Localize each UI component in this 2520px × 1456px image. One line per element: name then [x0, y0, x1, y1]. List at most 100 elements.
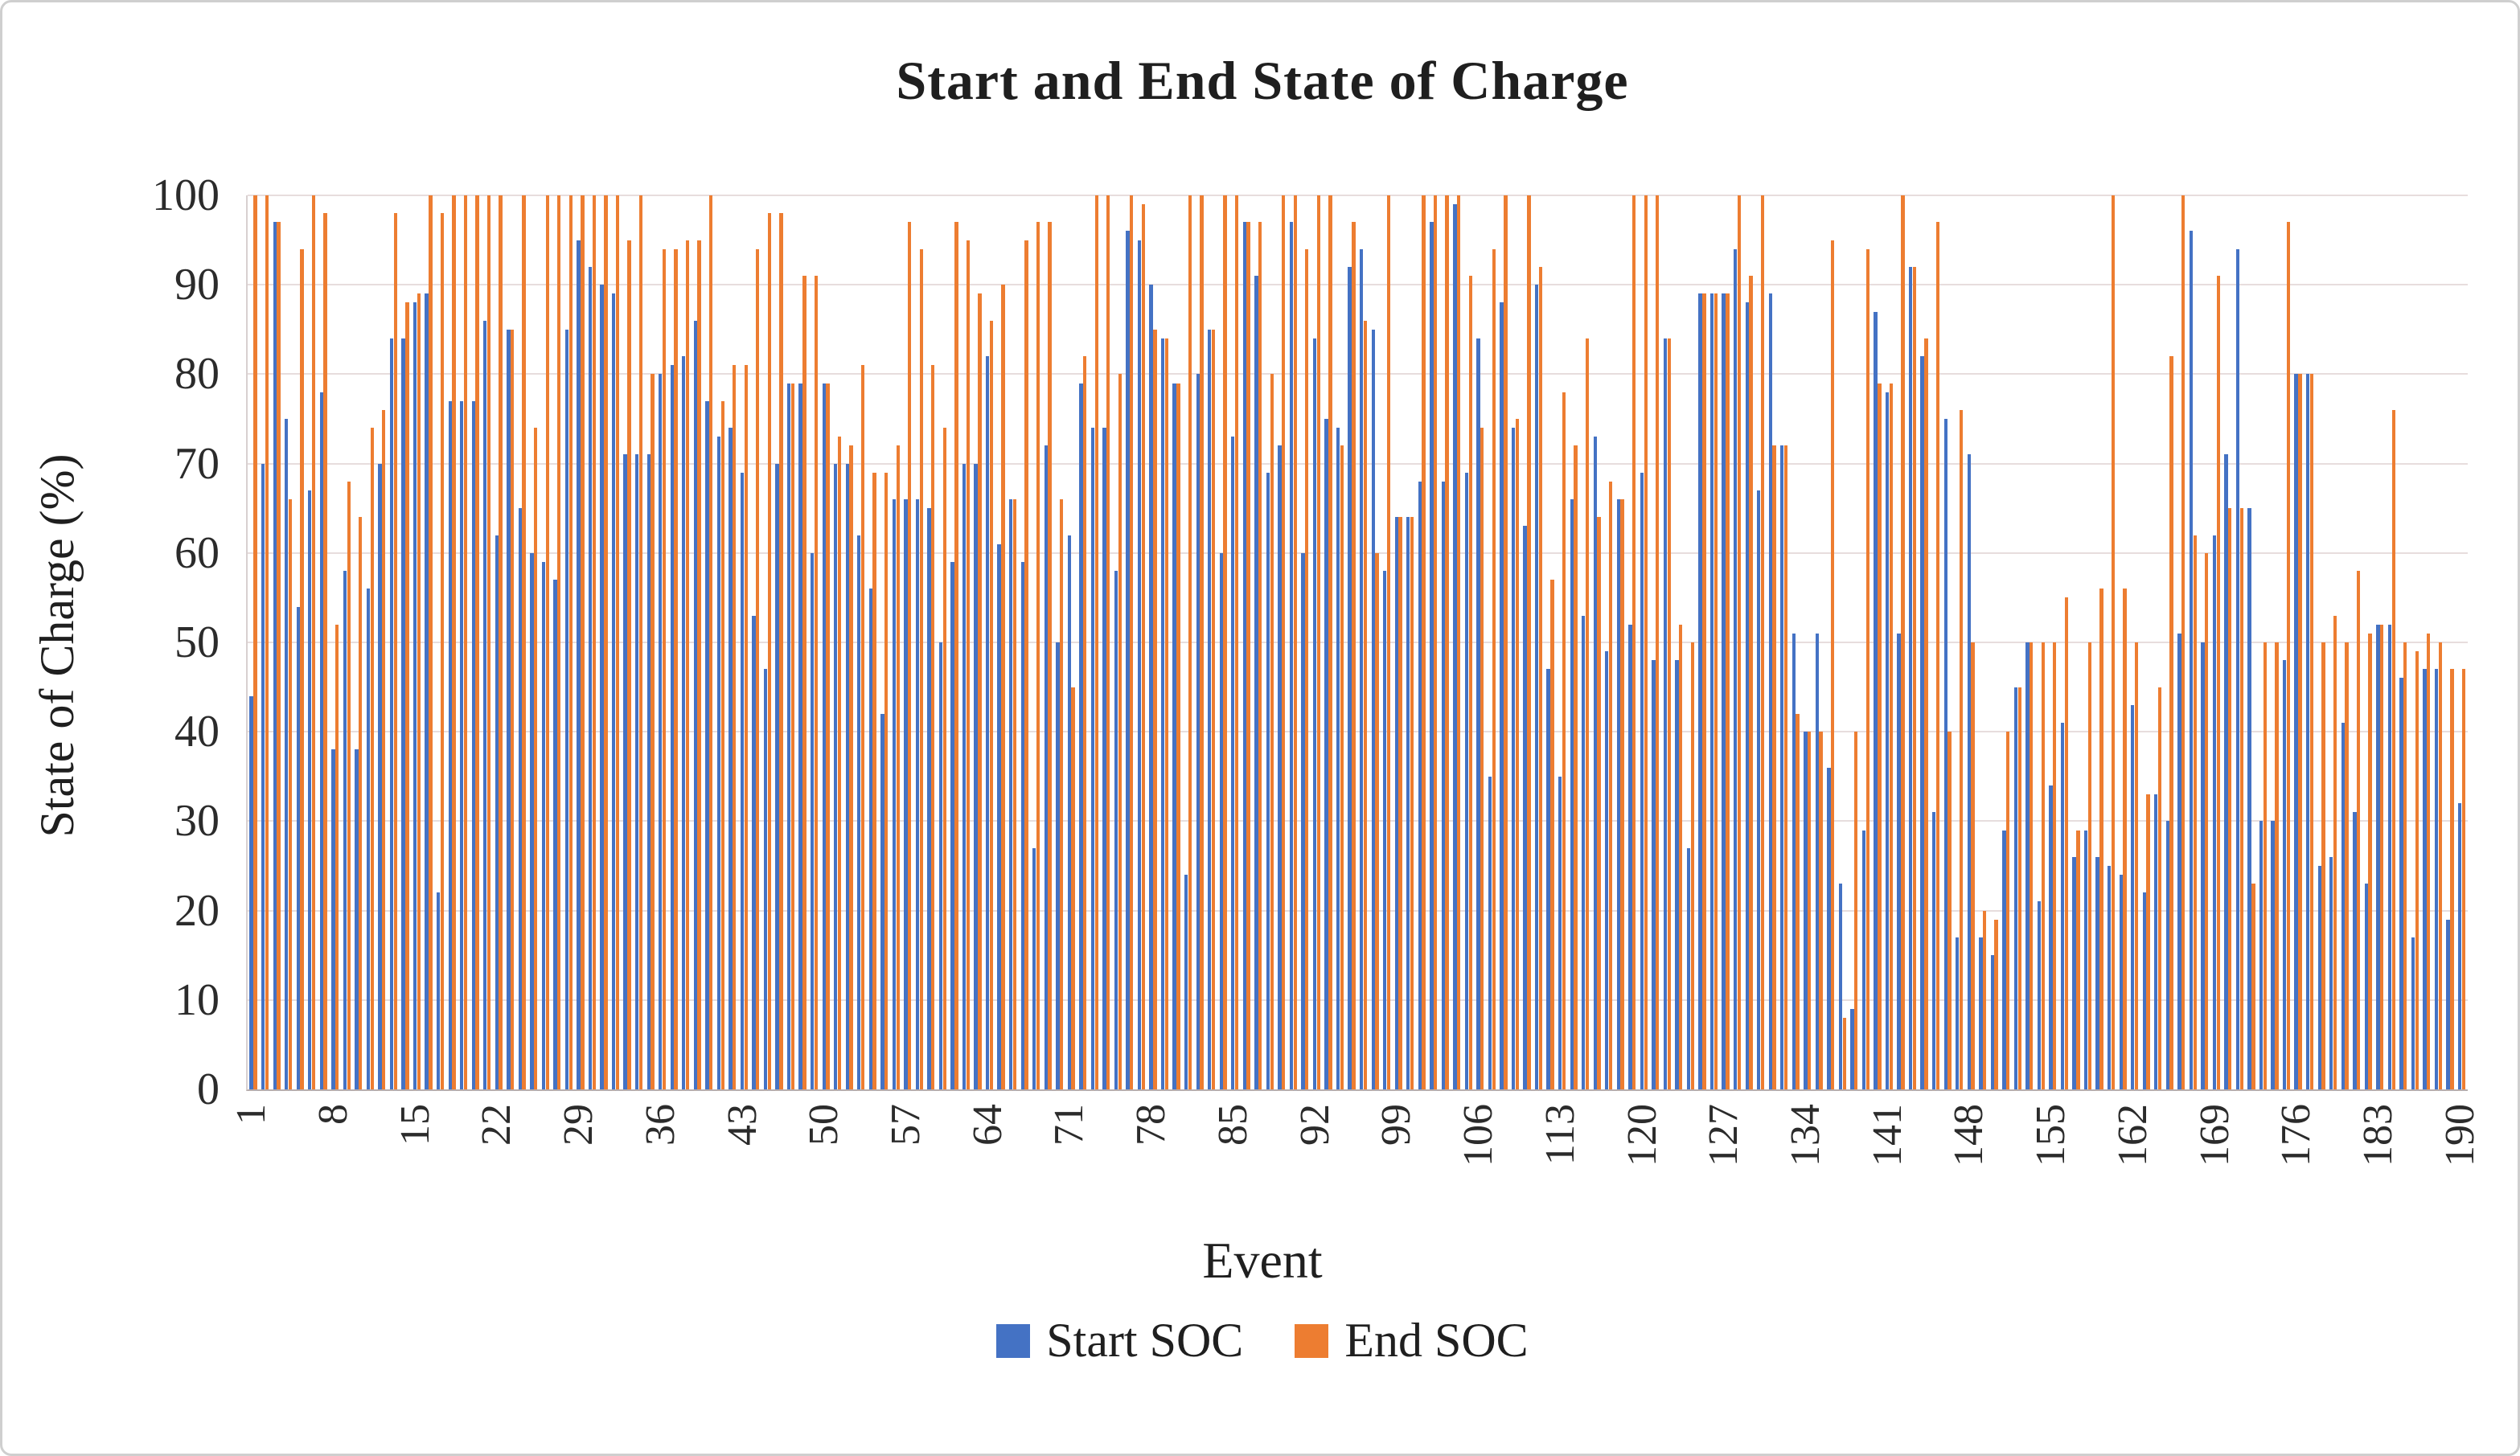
bar-end-soc	[1422, 195, 1426, 1089]
bar-end-soc	[779, 213, 783, 1089]
bar-end-soc	[463, 195, 468, 1089]
bar-end-soc	[1305, 248, 1309, 1089]
x-tick-label: 176	[2273, 1104, 2320, 1167]
bar-start-soc	[1114, 571, 1118, 1089]
bar-end-soc	[1631, 195, 1636, 1089]
bar-end-soc	[1620, 499, 1624, 1089]
bar-end-soc	[1130, 195, 1134, 1089]
bar-start-soc	[2376, 624, 2380, 1089]
bar-start-soc	[2317, 866, 2321, 1089]
bar-end-soc	[1644, 195, 1648, 1089]
bar-end-soc	[1912, 266, 1917, 1089]
bar-end-soc	[2017, 687, 2021, 1089]
y-tick-label: 80	[174, 349, 220, 400]
bar-start-soc	[2282, 660, 2287, 1089]
bar-start-soc	[868, 589, 872, 1089]
bar-end-soc	[382, 409, 386, 1089]
gridline	[248, 373, 2468, 375]
bar-start-soc	[938, 642, 943, 1089]
bar-start-soc	[1090, 428, 1095, 1089]
bar-start-soc	[2154, 794, 2158, 1089]
bar-start-soc	[2049, 785, 2053, 1089]
bar-start-soc	[1652, 660, 1656, 1089]
bar-start-soc	[1312, 338, 1317, 1089]
bar-start-soc	[319, 392, 324, 1089]
bar-start-soc	[892, 499, 897, 1089]
bar-start-soc	[1640, 472, 1644, 1089]
bar-start-soc	[845, 463, 849, 1089]
bar-end-soc	[802, 276, 806, 1089]
bar-start-soc	[1020, 561, 1024, 1089]
bar-end-soc	[1340, 445, 1344, 1089]
x-tick-label: 120	[1619, 1104, 1665, 1167]
bar-start-soc	[1861, 830, 1866, 1089]
bar-end-soc	[942, 428, 946, 1089]
bar-start-soc	[1850, 1008, 1854, 1089]
bar-start-soc	[273, 222, 277, 1089]
bar-end-soc	[2064, 597, 2069, 1089]
x-tick-label: 78	[1128, 1104, 1175, 1146]
bar-start-soc	[553, 580, 557, 1089]
bar-start-soc	[436, 892, 441, 1089]
bar-start-soc	[541, 561, 546, 1089]
bar-start-soc	[1441, 481, 1446, 1089]
x-tick-label: 169	[2191, 1104, 2238, 1167]
bar-start-soc	[904, 499, 908, 1089]
bar-end-soc	[253, 195, 257, 1089]
bar-end-soc	[2263, 642, 2268, 1089]
bar-end-soc	[1141, 204, 1146, 1089]
gridline	[248, 820, 2468, 822]
bar-start-soc	[1394, 517, 1398, 1089]
bar-end-soc	[2461, 669, 2466, 1089]
bar-end-soc	[545, 195, 549, 1089]
bar-start-soc	[389, 338, 394, 1089]
bar-end-soc	[1760, 195, 1765, 1089]
bar-start-soc	[1383, 571, 1387, 1089]
bar-end-soc	[1480, 428, 1484, 1089]
bar-end-soc	[1585, 338, 1590, 1089]
bar-end-soc	[1901, 195, 1905, 1089]
gridline	[248, 909, 2468, 912]
bar-end-soc	[2380, 624, 2384, 1089]
bar-end-soc	[1854, 732, 1858, 1089]
bar-end-soc	[989, 320, 994, 1089]
bar-end-soc	[814, 276, 819, 1089]
bar-end-soc	[662, 248, 667, 1089]
bar-start-soc	[834, 463, 838, 1089]
bar-end-soc	[1375, 552, 1379, 1089]
bar-start-soc	[296, 606, 300, 1089]
bar-start-soc	[1663, 338, 1668, 1089]
x-tick-label: 71	[1046, 1104, 1093, 1146]
x-tick-label: 64	[964, 1104, 1011, 1146]
bar-start-soc	[343, 571, 347, 1089]
bar-end-soc	[1001, 285, 1005, 1089]
bar-start-soc	[1160, 338, 1165, 1089]
y-tick-label: 30	[174, 796, 220, 847]
bar-end-soc	[1211, 329, 1216, 1089]
bar-end-soc	[440, 213, 445, 1089]
bar-start-soc	[1301, 552, 1305, 1089]
bar-start-soc	[763, 669, 768, 1089]
bar-start-soc	[577, 240, 581, 1089]
bar-start-soc	[1570, 499, 1574, 1089]
bar-start-soc	[2411, 937, 2415, 1089]
bar-start-soc	[1804, 732, 1808, 1089]
bar-start-soc	[822, 383, 826, 1089]
bar-end-soc	[2134, 642, 2139, 1089]
bar-start-soc	[635, 454, 639, 1089]
bar-start-soc	[261, 463, 265, 1089]
bar-start-soc	[1056, 642, 1060, 1089]
bar-end-soc	[405, 302, 409, 1089]
bar-end-soc	[359, 517, 363, 1089]
bar-start-soc	[2387, 624, 2392, 1089]
bar-end-soc	[1679, 624, 1683, 1089]
bar-start-soc	[1967, 454, 1971, 1089]
bar-start-soc	[2434, 669, 2439, 1089]
y-tick-label: 10	[174, 974, 220, 1025]
bar-start-soc	[1827, 767, 1831, 1089]
bar-end-soc	[638, 195, 643, 1089]
bar-end-soc	[300, 248, 304, 1089]
bar-end-soc	[2286, 222, 2291, 1089]
bar-end-soc	[2157, 687, 2162, 1089]
bar-start-soc	[611, 293, 616, 1089]
